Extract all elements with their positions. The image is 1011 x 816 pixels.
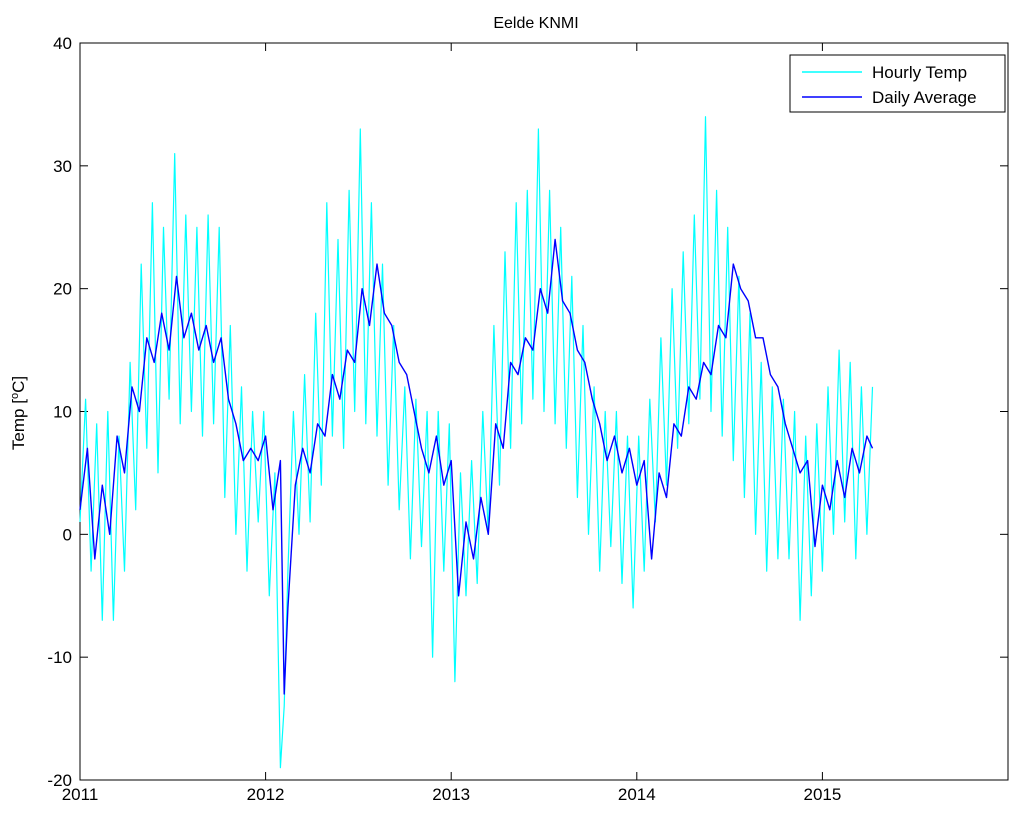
plot-axes: -20 -10 0 10 20 30 40 2011 2012 2013 2014 2015 <box>47 34 1009 804</box>
y-tick-label: 40 <box>53 34 72 53</box>
legend-box <box>789 54 1006 113</box>
y-axis-label-prefix: Temp [ <box>9 399 28 450</box>
chart-title: Eelde KNMI <box>493 15 578 32</box>
series-daily-average-line <box>79 238 874 695</box>
x-tick-label: 2014 <box>618 785 656 804</box>
y-tick-label: 20 <box>53 280 72 299</box>
legend: Hourly Temp Daily Average <box>789 54 1006 113</box>
plot-series <box>79 116 874 769</box>
y-tick-label: -10 <box>47 648 72 667</box>
x-tick-label: 2011 <box>62 785 99 804</box>
y-tick-label: -20 <box>47 771 72 790</box>
legend-entry-daily: Daily Average <box>872 88 977 107</box>
series-hourly-temp-line <box>79 116 874 769</box>
x-tick-label: 2015 <box>803 785 841 804</box>
y-axis-label: Temp [oC] <box>9 376 28 450</box>
y-tick-label: 0 <box>63 525 72 544</box>
legend-entry-hourly: Hourly Temp <box>872 63 967 82</box>
y-axis-label-suffix: C] <box>9 376 28 393</box>
x-tick-label: 2013 <box>432 785 470 804</box>
y-tick-label: 30 <box>53 157 72 176</box>
y-axis-label-sup: o <box>9 393 21 399</box>
y-tick-label: 10 <box>53 403 72 422</box>
x-tick-label: 2012 <box>247 785 285 804</box>
